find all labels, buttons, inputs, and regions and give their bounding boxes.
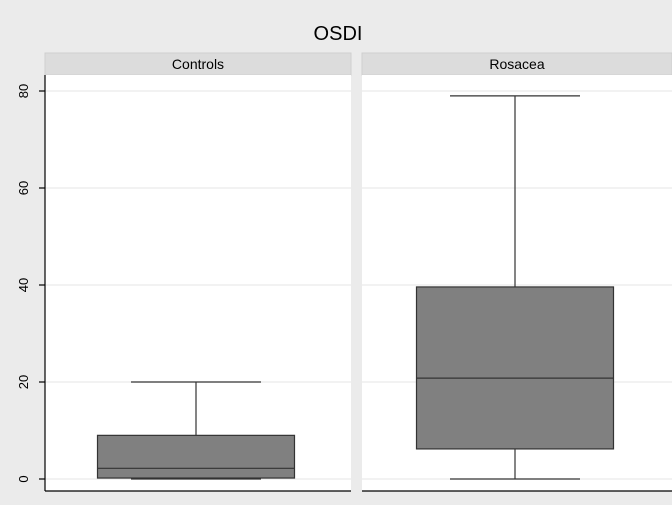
y-axis: 0 20 40 60 80 xyxy=(16,75,46,491)
box-iqr xyxy=(415,286,615,450)
y-tick-label: 40 xyxy=(16,278,31,292)
panel-background xyxy=(45,75,351,491)
y-tick-label: 60 xyxy=(16,181,31,195)
facet-label: Controls xyxy=(172,56,224,72)
y-tick-label: 20 xyxy=(16,375,31,389)
panels-layer: Controls Rosacea xyxy=(44,52,672,492)
facet-panel-rosacea: Rosacea xyxy=(361,52,672,492)
facet-label: Rosacea xyxy=(489,56,544,72)
y-tick-label: 80 xyxy=(16,84,31,98)
box-iqr xyxy=(96,434,296,479)
facet-panel-controls: Controls xyxy=(44,52,352,492)
chart-title: OSDI xyxy=(314,23,363,45)
y-tick-label: 0 xyxy=(16,475,31,482)
